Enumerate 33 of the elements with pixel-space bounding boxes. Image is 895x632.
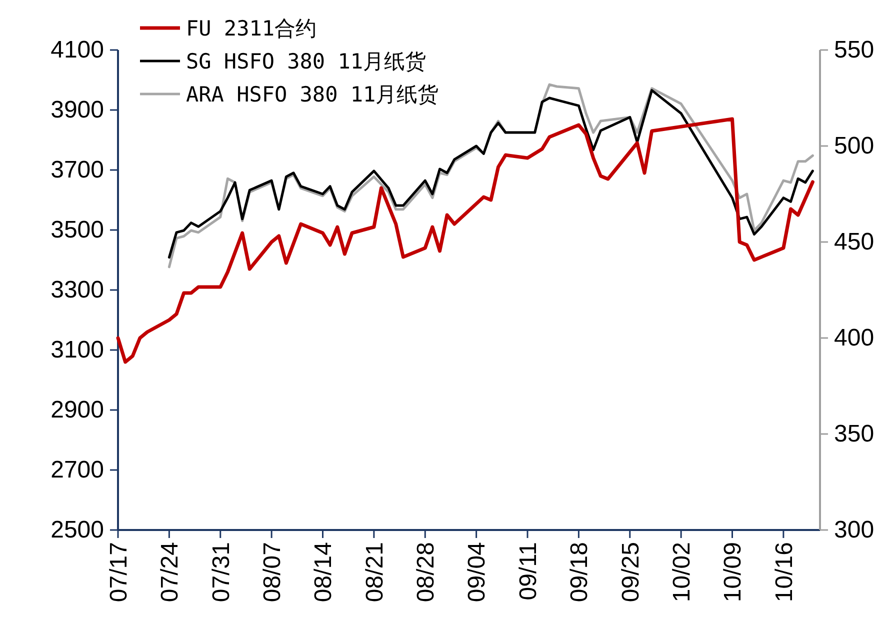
legend-label: SG HSFO 380 11月纸货 [186, 49, 426, 74]
y-tick-label: 4100 [50, 36, 104, 64]
y-tick-label: 3900 [50, 96, 104, 124]
x-tick-label: 08/07 [258, 542, 286, 602]
x-tick-label: 08/28 [412, 542, 440, 602]
y2-tick-label: 300 [834, 516, 874, 544]
y-tick-label: 3700 [50, 156, 104, 184]
x-tick-label: 09/11 [514, 542, 542, 600]
x-tick-label: 08/21 [361, 542, 388, 602]
x-tick-label: 10/02 [668, 542, 696, 602]
y-tick-label: 2900 [50, 396, 104, 424]
y2-tick-label: 550 [834, 36, 874, 64]
x-tick-label: 07/31 [208, 542, 235, 602]
y2-tick-label: 500 [834, 132, 874, 160]
x-tick-label: 08/14 [310, 542, 338, 602]
y-tick-label: 2500 [50, 516, 104, 544]
x-tick-label: 07/24 [156, 542, 184, 602]
x-tick-label: 09/18 [566, 542, 594, 602]
y-tick-label: 2700 [50, 456, 104, 484]
x-tick-label: 09/25 [617, 542, 644, 602]
y-tick-label: 3300 [50, 276, 104, 304]
x-tick-label: 10/16 [770, 542, 798, 602]
y2-tick-label: 350 [834, 420, 874, 448]
y2-tick-label: 400 [834, 324, 874, 352]
legend-label: ARA HSFO 380 11月纸货 [186, 82, 439, 106]
x-tick-label: 07/17 [105, 542, 132, 602]
y-tick-label: 3100 [50, 336, 104, 364]
y-tick-label: 3500 [50, 216, 104, 244]
x-tick-label: 09/04 [464, 542, 491, 602]
y2-tick-label: 450 [834, 228, 874, 256]
x-tick-label: 10/09 [720, 542, 747, 602]
line-series [116, 117, 814, 364]
legend-label: FU 2311合约 [186, 16, 317, 40]
